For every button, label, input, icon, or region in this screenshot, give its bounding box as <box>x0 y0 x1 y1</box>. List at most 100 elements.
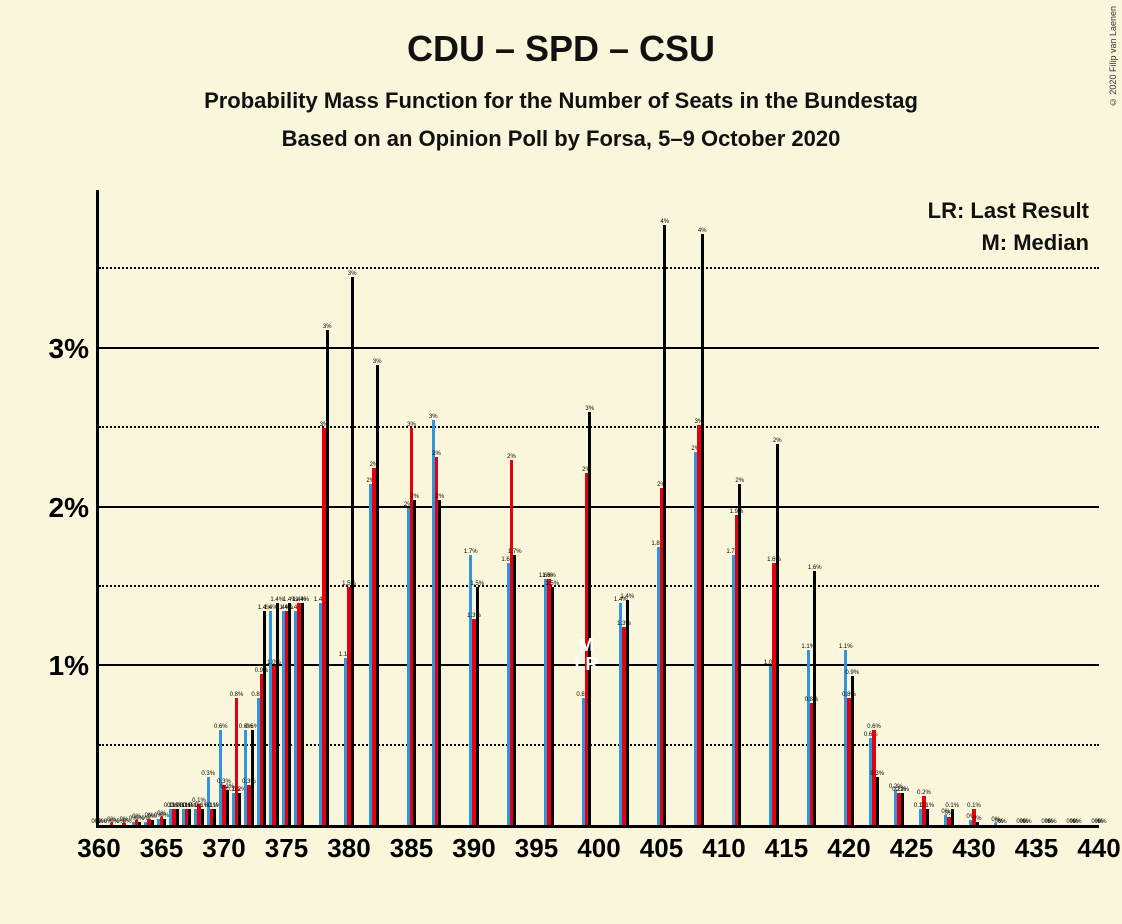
bar-group: 0.6%0.3%0.2% <box>218 190 231 825</box>
bar-black: 1.4% <box>288 603 291 825</box>
xtick-label: 375 <box>265 833 308 864</box>
bar-value-label: 0.6% <box>867 724 881 730</box>
bar-value-label: 3% <box>348 271 357 277</box>
chart-title: CDU – SPD – CSU <box>0 0 1122 70</box>
bar-value-label: 0.8% <box>230 692 244 698</box>
bar-group: 1.4%1.4%1.4% <box>280 190 293 825</box>
bar-group: 0.8%0.9%1.4% <box>255 190 268 825</box>
bar-black: 3% <box>588 412 591 825</box>
bar-black: 1.4% <box>276 603 279 825</box>
ytick-label: 2% <box>49 492 99 524</box>
bars: 0%0%0%0%0%0%0%0%0%0%0%0%0%0%0%0%0%0%0.1%… <box>99 190 1099 825</box>
bar-group: 0%0%0% <box>143 190 156 825</box>
bar-black: 0.1% <box>951 809 954 825</box>
xtick-label: 360 <box>77 833 120 864</box>
bar-value-label: 1.4% <box>620 594 634 600</box>
bar-black: 0.6% <box>251 730 254 825</box>
bar-value-label: 3% <box>407 422 416 428</box>
bar-value-label: 0.2% <box>895 787 909 793</box>
xtick-label: 400 <box>577 833 620 864</box>
bar-group: 1.1%0.8%0.9% <box>843 190 856 825</box>
chart-container: CDU – SPD – CSU Probability Mass Functio… <box>0 0 1122 924</box>
bar-value-label: 0.1% <box>945 803 959 809</box>
bar-group: 1.4%3%3% <box>318 190 331 825</box>
median-marker: M LR <box>575 636 599 674</box>
bar-group: 1.4%1.3%1.4% <box>618 190 631 825</box>
bar-group: 0.1%0.1%0.1% <box>193 190 206 825</box>
bar-value-label: 0.9% <box>845 670 859 676</box>
bar-group: 1.4%1.0%1.4% <box>268 190 281 825</box>
bar-black: 1.7% <box>513 555 516 825</box>
plot-area: LR: Last Result M: Median 1%2%3% 0%0%0%0… <box>96 190 1099 828</box>
bar-black: 2% <box>776 444 779 825</box>
bar-group: 1.1%1.5%3% <box>343 190 356 825</box>
xtick-label: 380 <box>327 833 370 864</box>
x-axis-labels: 3603653703753803853903954004054104154204… <box>99 825 1099 885</box>
bar-group: 2%3%4% <box>693 190 706 825</box>
bar-value-label: 0.3% <box>870 771 884 777</box>
chart-subtitle-1: Probability Mass Function for the Number… <box>0 88 1122 114</box>
bar-group: 1.4%1.4%1.4% <box>293 190 306 825</box>
bar-black: 0.2% <box>226 790 229 825</box>
xtick-label: 395 <box>515 833 558 864</box>
bar-group: 2%3%2% <box>405 190 418 825</box>
bar-group: 0.8%2%3% <box>580 190 593 825</box>
bar-group: 0%0%0% <box>105 190 118 825</box>
bar-black: 1.5% <box>551 587 554 825</box>
bar-group: 0.1%0.1%0.1% <box>180 190 193 825</box>
xtick-label: 365 <box>140 833 183 864</box>
bar-black: 3% <box>351 277 354 825</box>
bar-group: 3%2%2% <box>430 190 443 825</box>
bar-group: 0%0%0% <box>130 190 143 825</box>
bar-value-label: 2% <box>735 478 744 484</box>
bar-value-label: 1.7% <box>508 549 522 555</box>
bar-group: 0.3%0.1%0.1% <box>205 190 218 825</box>
xtick-label: 440 <box>1077 833 1120 864</box>
bar-group: 0%0%0% <box>118 190 131 825</box>
bar-group: 2%2%3% <box>368 190 381 825</box>
bar-group: 0%0%0% <box>93 190 106 825</box>
bar-black: 1.6% <box>813 571 816 825</box>
bar-group: 0%0%0% <box>1018 190 1031 825</box>
bar-value-label: 0% <box>1098 819 1107 825</box>
bar-group: 1.8%2%4% <box>655 190 668 825</box>
xtick-label: 405 <box>640 833 683 864</box>
bar-black: 0.2% <box>238 793 241 825</box>
bar-value-label: 0.3% <box>201 771 215 777</box>
bar-group: 1.7%1.3%1.5% <box>468 190 481 825</box>
bar-value-label: 4% <box>698 228 707 234</box>
chart-subtitle-2: Based on an Opinion Poll by Forsa, 5–9 O… <box>0 126 1122 152</box>
bar-black: 1.5% <box>476 587 479 825</box>
bar-value-label: 2% <box>410 494 419 500</box>
bar-value-label: 4% <box>660 219 669 225</box>
bar-black: 0.3% <box>876 777 879 825</box>
xtick-label: 370 <box>202 833 245 864</box>
bar-value-label: 1.4% <box>295 597 309 603</box>
bar-value-label: 1.5% <box>545 581 559 587</box>
bar-value-label: 2% <box>773 438 782 444</box>
xtick-label: 425 <box>890 833 933 864</box>
bar-value-label: 2% <box>435 494 444 500</box>
bar-value-label: 1.6% <box>542 573 556 579</box>
bar-black: 3% <box>326 330 329 825</box>
bar-group: 0.6%0.3%0.6% <box>243 190 256 825</box>
bar-value-label: 3% <box>429 414 438 420</box>
bar-black: 0.2% <box>901 793 904 825</box>
bar-group: 1.1%0.8%1.6% <box>805 190 818 825</box>
bar-group: 1.6%2%1.7% <box>505 190 518 825</box>
xtick-label: 430 <box>952 833 995 864</box>
median-m: M <box>575 636 599 655</box>
bar-black: 0.1% <box>213 809 216 825</box>
bar-group: 0%0%0% <box>155 190 168 825</box>
bar-value-label: 1.5% <box>470 581 484 587</box>
bar-black: 1.4% <box>263 611 266 825</box>
bar-black: 1.4% <box>626 600 629 825</box>
bar-group: 1.0%1.6%2% <box>768 190 781 825</box>
bar-value-label: 1.6% <box>808 565 822 571</box>
bar-black: 0.1% <box>176 809 179 825</box>
bar-group: 0.1%0.1%0.1% <box>168 190 181 825</box>
xtick-label: 410 <box>702 833 745 864</box>
bar-value-label: 3% <box>373 359 382 365</box>
ytick-label: 3% <box>49 333 99 365</box>
xtick-label: 390 <box>452 833 495 864</box>
